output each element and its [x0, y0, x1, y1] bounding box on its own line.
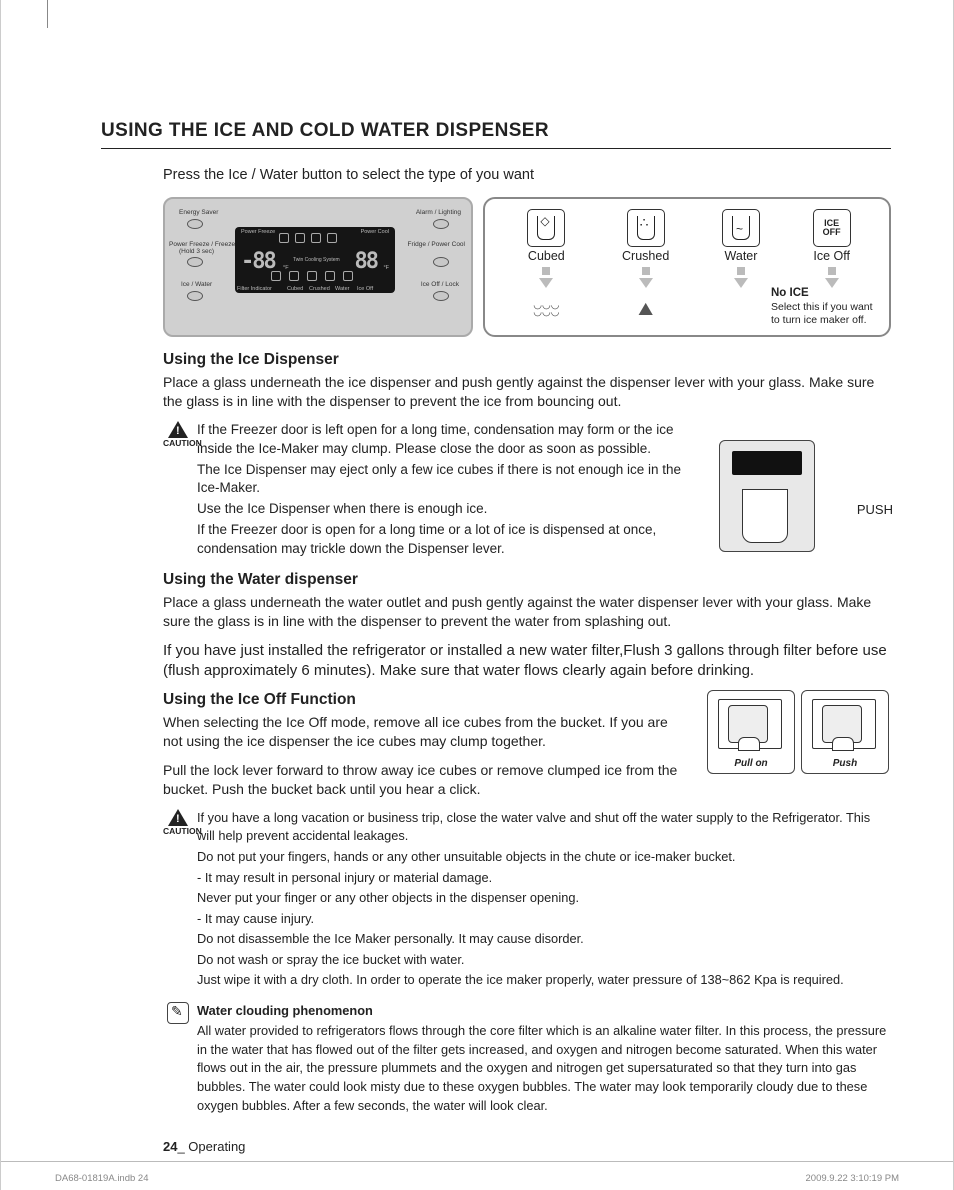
disp-bl-3: Water	[335, 286, 349, 292]
note-title: Water clouding phenomenon	[197, 1003, 373, 1018]
caution-icon	[168, 809, 188, 826]
disp-bl-4: Ice Off	[357, 286, 373, 292]
btn-label-iceoff-lock: Ice Off / Lock	[421, 281, 459, 288]
water-dispenser-heading: Using the Water dispenser	[163, 571, 891, 589]
push-figure: PUSH	[719, 440, 889, 552]
btn-label-energy-saver: Energy Saver	[179, 209, 218, 216]
right-temp: 88	[355, 249, 378, 274]
caution-text-2: If you have a long vacation or business …	[197, 809, 891, 992]
cubed-icon	[537, 216, 555, 240]
btn-label-power-freeze: Power Freeze / Freezer	[169, 241, 227, 248]
page-footer: 24_ Operating	[163, 1139, 891, 1154]
dispenser-options-figure: Cubed ◡◡◡◡◡◡ Crushed ⛰ Water	[483, 197, 891, 337]
figure-row: Energy Saver Power Freeze / Freezer (Hol…	[163, 197, 891, 337]
bucket-push-label: Push	[802, 758, 888, 769]
option-cubed-label: Cubed	[523, 249, 569, 263]
note-block: Water clouding phenomenon All water prov…	[163, 1002, 891, 1117]
print-footer: DA68-01819A.indb 24 2009.9.22 3:10:19 PM	[55, 1169, 899, 1184]
center-text: Twin Cooling System	[293, 257, 340, 263]
caution-icon	[168, 421, 188, 438]
arrow-down-icon	[734, 278, 748, 288]
section-title: USING THE ICE AND COLD WATER DISPENSER	[101, 120, 891, 149]
caution-text-1: If the Freezer door is left open for a l…	[197, 421, 691, 561]
crushed-result-icon: ⛰	[623, 292, 669, 326]
no-ice-note: No ICE Select this if you want to turn i…	[771, 286, 875, 327]
option-iceoff: ICE OFF Ice Off	[813, 209, 851, 288]
water-dispenser-para1: Place a glass underneath the water outle…	[163, 593, 891, 631]
note-icon	[167, 1002, 189, 1024]
btn-sublabel-power-freeze: (Hold 3 sec)	[179, 248, 214, 255]
option-crushed: Crushed ⛰	[622, 209, 669, 326]
disp-bl-1: Cubed	[287, 286, 303, 292]
disp-label-pf: Power Freeze	[241, 229, 275, 235]
option-cubed: Cubed ◡◡◡◡◡◡	[523, 209, 569, 326]
option-water-label: Water	[722, 249, 760, 263]
alarm-lighting-button[interactable]	[433, 219, 449, 229]
crushed-icon	[637, 216, 655, 240]
water-dispenser-para2: If you have just installed the refrigera…	[163, 641, 891, 682]
page-number: 24	[163, 1139, 177, 1154]
btn-label-alarm: Alarm / Lighting	[416, 209, 461, 216]
caution-block-2: CAUTION If you have a long vacation or b…	[163, 809, 891, 992]
no-ice-text: Select this if you want to turn ice make…	[771, 301, 875, 327]
fridge-power-cool-button[interactable]	[433, 257, 449, 267]
print-timestamp: 2009.9.22 3:10:19 PM	[806, 1173, 900, 1184]
push-label: PUSH	[857, 502, 893, 517]
caution-label: CAUTION	[163, 438, 202, 448]
option-water: Water	[722, 209, 760, 288]
bucket-pull-figure: Pull on	[707, 690, 795, 774]
ice-water-button[interactable]	[187, 291, 203, 301]
disp-bl-2: Crushed	[309, 286, 330, 292]
left-temp: -88	[241, 249, 275, 274]
panel-display: Power Freeze Power Cool -88 °F Twin Cool…	[235, 227, 395, 293]
control-panel-figure: Energy Saver Power Freeze / Freezer (Hol…	[163, 197, 473, 337]
btn-label-fridge: Fridge / Power Cool	[408, 241, 465, 248]
disp-label-pc: Power Cool	[361, 229, 389, 235]
footer-section: _ Operating	[177, 1139, 245, 1154]
arrow-down-icon	[539, 278, 553, 288]
option-iceoff-label: Ice Off	[813, 249, 851, 263]
bucket-push-figure: Push	[801, 690, 889, 774]
caution-label-2: CAUTION	[163, 826, 202, 836]
energy-saver-button[interactable]	[187, 219, 203, 229]
water-icon	[732, 216, 750, 240]
ice-off-para2: Pull the lock lever forward to throw awa…	[163, 761, 691, 799]
left-unit: °F	[283, 265, 289, 271]
bucket-pull-label: Pull on	[708, 758, 794, 769]
right-unit: °F	[383, 265, 389, 271]
ice-dispenser-heading: Using the Ice Dispenser	[163, 351, 891, 369]
iceoff-icon-bot: OFF	[823, 228, 841, 237]
ice-off-para1: When selecting the Ice Off mode, remove …	[163, 713, 691, 751]
intro-text: Press the Ice / Water button to select t…	[163, 167, 891, 183]
no-ice-title: No ICE	[771, 286, 875, 300]
btn-label-ice-water: Ice / Water	[181, 281, 212, 288]
note-text: Water clouding phenomenon All water prov…	[197, 1002, 891, 1117]
power-freeze-button[interactable]	[187, 257, 203, 267]
ice-dispenser-para: Place a glass underneath the ice dispens…	[163, 373, 891, 411]
caution-block-1: CAUTION If the Freezer door is left open…	[163, 421, 691, 561]
bucket-figures: Pull on Push	[707, 690, 889, 774]
print-file: DA68-01819A.indb 24	[55, 1173, 149, 1184]
disp-bl-0: Filter Indicator	[237, 286, 272, 292]
arrow-down-icon	[639, 278, 653, 288]
cubed-result-icon: ◡◡◡◡◡◡	[523, 292, 569, 326]
option-crushed-label: Crushed	[622, 249, 669, 263]
iceoff-lock-button[interactable]	[433, 291, 449, 301]
